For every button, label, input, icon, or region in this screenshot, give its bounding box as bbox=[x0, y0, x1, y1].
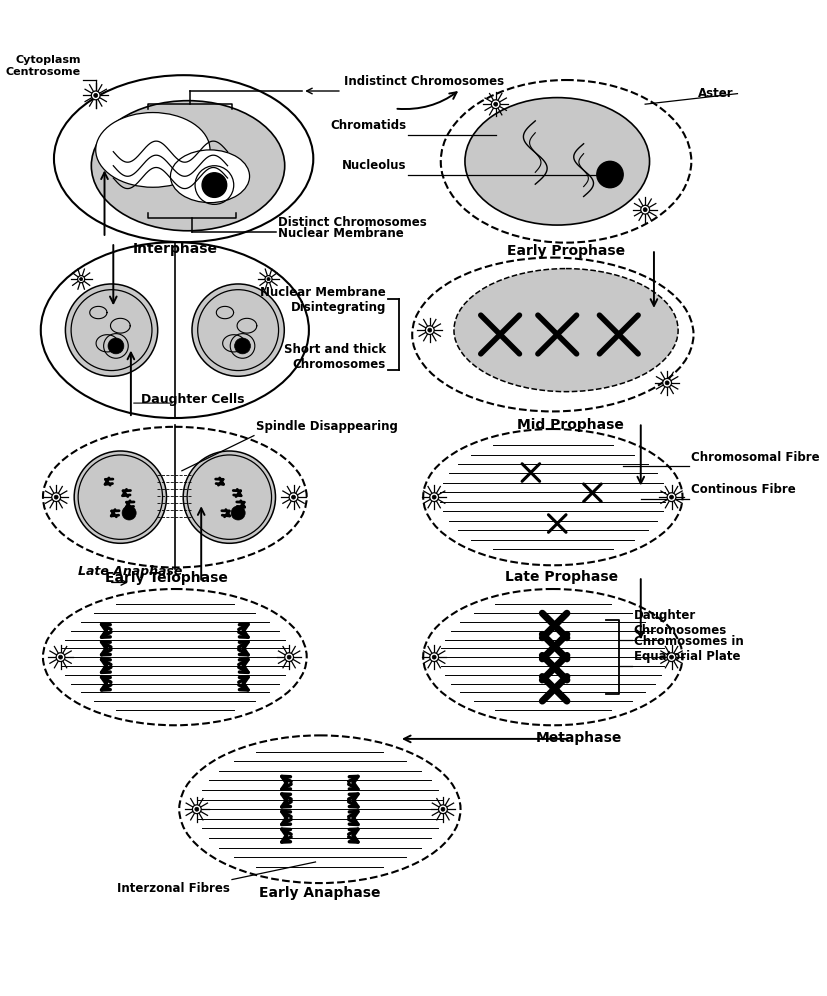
Circle shape bbox=[235, 338, 251, 354]
Text: Nuclear Membrane: Nuclear Membrane bbox=[278, 226, 404, 240]
Circle shape bbox=[441, 807, 445, 811]
Circle shape bbox=[284, 652, 294, 661]
Ellipse shape bbox=[74, 451, 166, 543]
Circle shape bbox=[662, 378, 672, 387]
Ellipse shape bbox=[423, 589, 682, 725]
Ellipse shape bbox=[179, 735, 461, 883]
Ellipse shape bbox=[454, 269, 678, 391]
Ellipse shape bbox=[43, 589, 307, 725]
Ellipse shape bbox=[184, 451, 275, 543]
Circle shape bbox=[292, 495, 295, 499]
Circle shape bbox=[641, 205, 649, 214]
Circle shape bbox=[55, 495, 58, 499]
Circle shape bbox=[91, 91, 100, 100]
Circle shape bbox=[52, 493, 60, 502]
Circle shape bbox=[551, 685, 558, 692]
Text: Metaphase: Metaphase bbox=[536, 731, 623, 745]
Circle shape bbox=[202, 172, 227, 197]
Text: Early Telophase: Early Telophase bbox=[104, 572, 227, 586]
Circle shape bbox=[287, 655, 291, 659]
Text: Daughter Cells: Daughter Cells bbox=[141, 393, 244, 406]
Text: Mid Prophase: Mid Prophase bbox=[517, 417, 624, 431]
Circle shape bbox=[428, 328, 432, 332]
Circle shape bbox=[643, 208, 648, 212]
Circle shape bbox=[425, 326, 434, 335]
Circle shape bbox=[551, 664, 558, 671]
Text: Late Prophase: Late Prophase bbox=[505, 570, 619, 584]
Circle shape bbox=[122, 506, 136, 520]
Text: Interphase: Interphase bbox=[132, 242, 218, 256]
Text: Indistinct Chromosomes: Indistinct Chromosomes bbox=[344, 76, 504, 89]
Circle shape bbox=[667, 652, 676, 661]
Circle shape bbox=[433, 495, 436, 499]
Circle shape bbox=[231, 506, 245, 520]
Circle shape bbox=[491, 100, 500, 109]
Text: Distinct Chromosomes: Distinct Chromosomes bbox=[278, 216, 427, 229]
Ellipse shape bbox=[43, 427, 307, 568]
Ellipse shape bbox=[423, 429, 682, 566]
Circle shape bbox=[265, 276, 272, 283]
Circle shape bbox=[670, 655, 673, 659]
Circle shape bbox=[108, 338, 124, 354]
Circle shape bbox=[670, 495, 673, 499]
Text: Chromosomes in
Equatorial Plate: Chromosomes in Equatorial Plate bbox=[633, 635, 743, 663]
Circle shape bbox=[665, 380, 669, 384]
Text: Spindle Disappearing: Spindle Disappearing bbox=[256, 420, 398, 433]
Ellipse shape bbox=[65, 284, 158, 376]
Ellipse shape bbox=[41, 242, 309, 418]
Circle shape bbox=[551, 622, 558, 629]
Text: Nucleolus: Nucleolus bbox=[342, 159, 406, 172]
Ellipse shape bbox=[441, 80, 691, 243]
Circle shape bbox=[59, 655, 63, 659]
Text: Daughter
Chromosomes: Daughter Chromosomes bbox=[633, 609, 727, 636]
Text: Chromosomal Fibre: Chromosomal Fibre bbox=[691, 451, 820, 464]
Circle shape bbox=[289, 493, 298, 502]
Circle shape bbox=[597, 161, 624, 187]
Text: Early Anaphase: Early Anaphase bbox=[259, 886, 380, 900]
Text: Nuclear Membrane
Disintegrating: Nuclear Membrane Disintegrating bbox=[260, 286, 386, 314]
Ellipse shape bbox=[465, 98, 649, 225]
Circle shape bbox=[78, 276, 84, 283]
Text: Short and thick
Chromosomes: Short and thick Chromosomes bbox=[284, 344, 386, 372]
Circle shape bbox=[438, 805, 447, 814]
Circle shape bbox=[193, 805, 201, 814]
Ellipse shape bbox=[412, 258, 694, 411]
Text: Chromatids: Chromatids bbox=[330, 120, 406, 132]
Text: Interzonal Fibres: Interzonal Fibres bbox=[117, 882, 230, 895]
Circle shape bbox=[551, 643, 558, 650]
Text: Continous Fibre: Continous Fibre bbox=[691, 483, 796, 496]
Text: Early Prophase: Early Prophase bbox=[507, 244, 625, 258]
Ellipse shape bbox=[54, 75, 313, 242]
Circle shape bbox=[93, 94, 98, 98]
Text: Late Anaphase: Late Anaphase bbox=[78, 566, 183, 579]
Text: Aster: Aster bbox=[697, 87, 733, 101]
Ellipse shape bbox=[96, 113, 210, 187]
Ellipse shape bbox=[91, 101, 284, 231]
Circle shape bbox=[430, 493, 438, 502]
Circle shape bbox=[430, 652, 438, 661]
Text: Cytoplasm
Centrosome: Cytoplasm Centrosome bbox=[6, 56, 81, 77]
Ellipse shape bbox=[192, 284, 284, 376]
Circle shape bbox=[79, 278, 83, 281]
Circle shape bbox=[195, 807, 198, 811]
Circle shape bbox=[433, 655, 436, 659]
Circle shape bbox=[494, 103, 498, 107]
Circle shape bbox=[667, 493, 676, 502]
Circle shape bbox=[267, 278, 270, 281]
Circle shape bbox=[56, 652, 65, 661]
Ellipse shape bbox=[170, 150, 250, 202]
